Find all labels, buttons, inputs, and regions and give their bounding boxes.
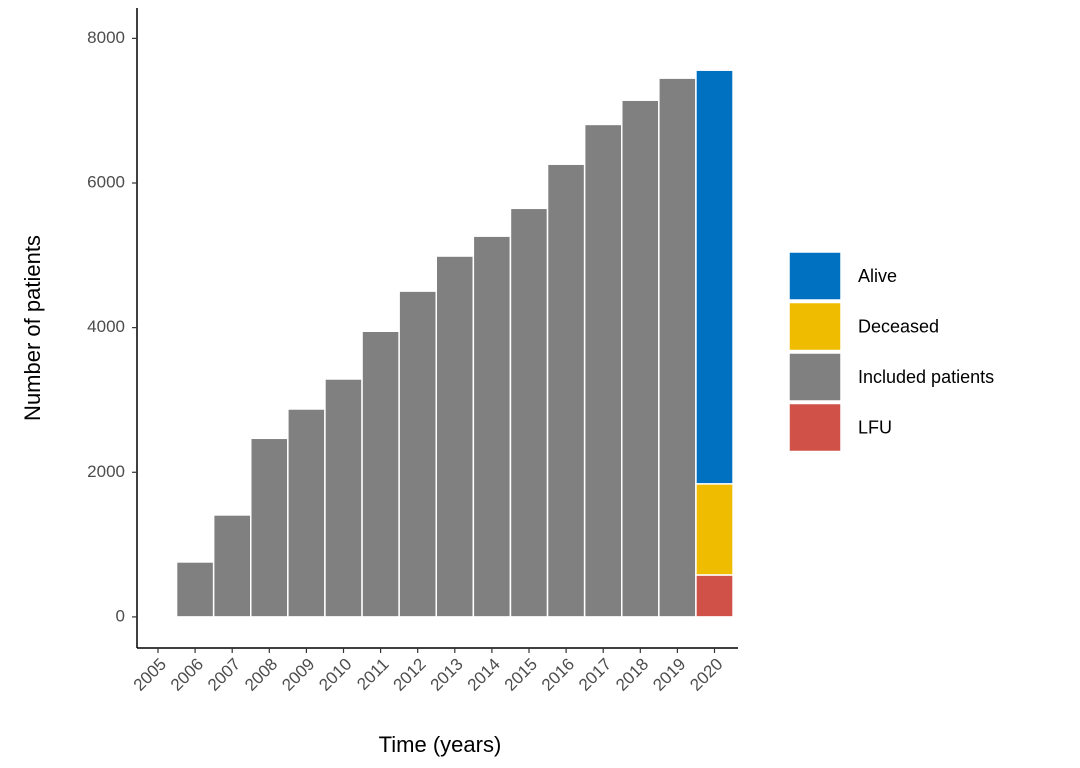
x-tick-label: 2015 [501, 655, 541, 695]
y-tick-label: 4000 [87, 317, 125, 336]
x-tick-label: 2014 [464, 655, 504, 695]
bar-segment [175, 561, 215, 618]
x-tick-label: 2012 [390, 655, 430, 695]
x-tick-label: 2016 [538, 655, 578, 695]
bar-segment [546, 163, 586, 618]
x-tick-label: 2009 [278, 655, 318, 695]
y-tick-label: 6000 [87, 172, 125, 191]
x-tick-label: 2005 [130, 655, 170, 695]
bar-segment [695, 574, 734, 618]
x-tick-label: 2006 [167, 655, 207, 695]
legend-key [788, 301, 842, 352]
x-tick-label: 2020 [686, 655, 726, 695]
x-tick-label: 2017 [575, 655, 615, 695]
x-axis-title: Time (years) [379, 732, 502, 757]
y-tick-label: 0 [116, 606, 125, 625]
bar-segment [324, 378, 363, 618]
bar-segment [695, 69, 734, 485]
bar-segment [287, 408, 326, 618]
bar-segment [472, 235, 512, 618]
legend-label: LFU [858, 417, 892, 437]
x-tick-label: 2019 [649, 655, 689, 695]
x-tick-label: 2013 [427, 655, 467, 695]
legend-key [788, 352, 842, 402]
legend-key [788, 251, 842, 301]
y-tick-label: 8000 [87, 28, 125, 47]
x-tick-label: 2018 [612, 655, 652, 695]
x-tick-label: 2008 [241, 655, 281, 695]
legend-label: Included patients [858, 367, 994, 387]
bar-segment [583, 123, 623, 618]
y-tick-label: 2000 [87, 462, 125, 481]
x-tick-label: 2011 [353, 655, 392, 694]
bar-segment [621, 99, 660, 618]
legend-label: Deceased [858, 316, 939, 336]
x-tick-label: 2010 [315, 655, 355, 695]
x-tick-label: 2007 [204, 655, 244, 695]
bar-segment [435, 255, 475, 618]
bar-segment [398, 290, 437, 618]
y-axis-title: Number of patients [20, 235, 45, 421]
bar-segment [695, 483, 734, 576]
legend-label: Alive [858, 266, 897, 286]
bar-segment [509, 207, 549, 618]
bar-segment [212, 514, 252, 618]
legend-key [788, 402, 842, 453]
bar-segment [658, 77, 697, 618]
bar-segment [250, 437, 289, 618]
bar-segment [361, 330, 400, 618]
